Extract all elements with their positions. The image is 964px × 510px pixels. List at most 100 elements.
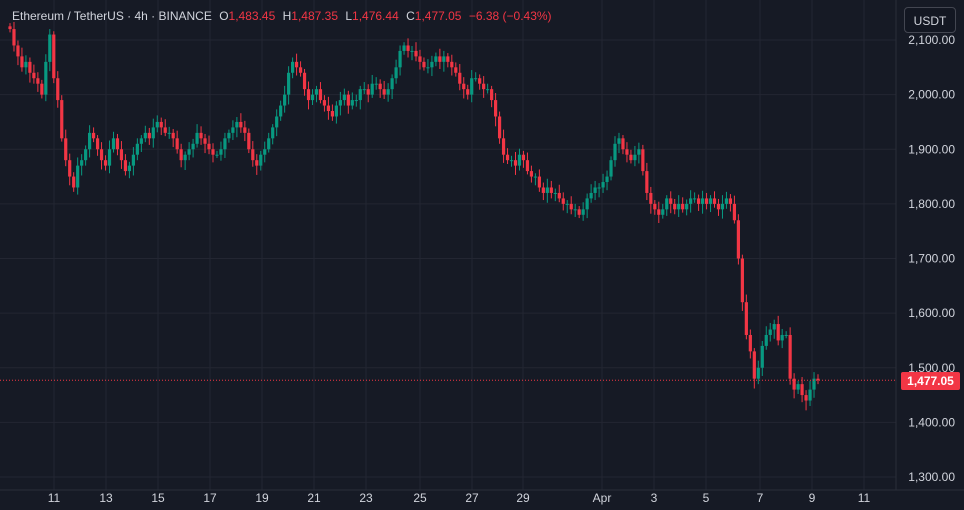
candle-body [139,138,143,144]
candle-body [239,121,243,128]
x-tick-label: 7 [757,491,764,505]
candle-body [402,45,406,51]
candle-body [183,154,187,161]
candle-body [597,187,601,189]
candle-body [60,100,64,139]
x-tick-label: 11 [48,491,61,505]
candle-body [744,302,748,335]
candle-body [772,324,776,330]
candle-body [728,198,733,204]
candle-body [462,83,466,90]
candle-body [99,149,104,161]
symbol-name[interactable]: Ethereum / TetherUS · 4h · BINANCE [12,9,212,23]
candle-body [708,198,713,204]
candle-body [482,83,486,90]
candle-body [776,324,780,341]
candle-body [72,176,76,188]
candle-body [378,83,382,90]
candle-body [255,160,259,166]
candle-body [816,378,820,381]
candle-body [374,83,378,85]
candle-body [418,56,422,62]
candle-body [593,187,597,193]
candle-body [199,132,203,139]
horizontal-gridlines [0,39,896,478]
x-tick-label: 27 [465,491,479,505]
currency-button[interactable]: USDT [904,7,956,33]
candle-body [720,203,725,210]
candle-body [585,198,589,210]
open-label: O [219,9,229,23]
candle-body [458,72,462,84]
candle-body [350,100,354,106]
candle-body [80,160,84,166]
candle-body [573,209,577,211]
candle-body [430,61,434,68]
candle-body [346,94,350,106]
candle-body [334,105,338,117]
candle-body [40,83,44,95]
candle-body [191,143,195,150]
candle-body [693,198,697,200]
y-tick-label: 1,400.00 [908,415,955,429]
candle-body [661,209,665,215]
candle-body [44,61,48,95]
candle-body [792,378,796,390]
candle-body [700,198,705,204]
candle-body [605,176,609,183]
candle-body [716,203,721,210]
candle-body [103,160,108,166]
candle-body [601,182,605,188]
time-axis[interactable]: 11 13 15 17 19 21 23 25 27 29 Apr 3 5 7 9 11 [48,491,871,505]
candle-body [442,56,446,62]
candle-body [681,203,685,210]
price-axis[interactable]: 1,300.00 1,400.00 1,500.00 1,600.00 1,700.00… [908,33,955,484]
x-tick-label: Apr [593,491,612,505]
candle-body [318,89,323,101]
candle-body [589,192,593,199]
change-value: −6.38 (−0.43%) [468,9,552,23]
candle-body [370,83,374,95]
candle-body [493,100,498,117]
close-label: C [406,9,415,23]
candle-body [764,334,768,346]
candle-body [501,138,506,155]
candle-body [187,149,191,155]
candle-body [275,116,279,128]
y-tick-label: 2,100.00 [908,33,955,47]
candle-body [653,203,657,210]
symbol-legend: Ethereum / TetherUS · 4h · BINANCE O 1,48… [12,9,552,23]
candle-body [633,154,637,161]
x-tick-label: 9 [809,491,816,505]
candle-body [366,89,370,95]
candle-body [310,94,315,101]
candle-body [294,61,299,68]
candle-body [406,45,410,51]
candle-body [215,154,219,156]
candle-body [119,149,124,161]
candle-body [56,78,60,101]
candle-body [143,132,147,139]
candle-body [147,132,151,139]
candle-body [553,192,557,194]
candle-body [466,89,470,95]
candle-body [123,160,128,172]
candle-body [326,105,331,112]
x-tick-label: 29 [516,491,530,505]
candle-body [362,89,366,91]
candle-body [812,378,816,390]
y-tick-label: 1,600.00 [908,306,955,320]
candle-body [645,171,649,193]
x-tick-label: 21 [307,491,321,505]
candle-body [474,78,478,80]
candle-body [382,89,386,95]
candle-body [736,220,740,259]
high-value: 1,487.35 [291,9,338,23]
candle-body [386,89,390,95]
candle-body [414,50,418,57]
candle-body [259,154,263,166]
candle-body [68,160,72,177]
candle-body [486,89,490,91]
candle-body [796,384,800,390]
